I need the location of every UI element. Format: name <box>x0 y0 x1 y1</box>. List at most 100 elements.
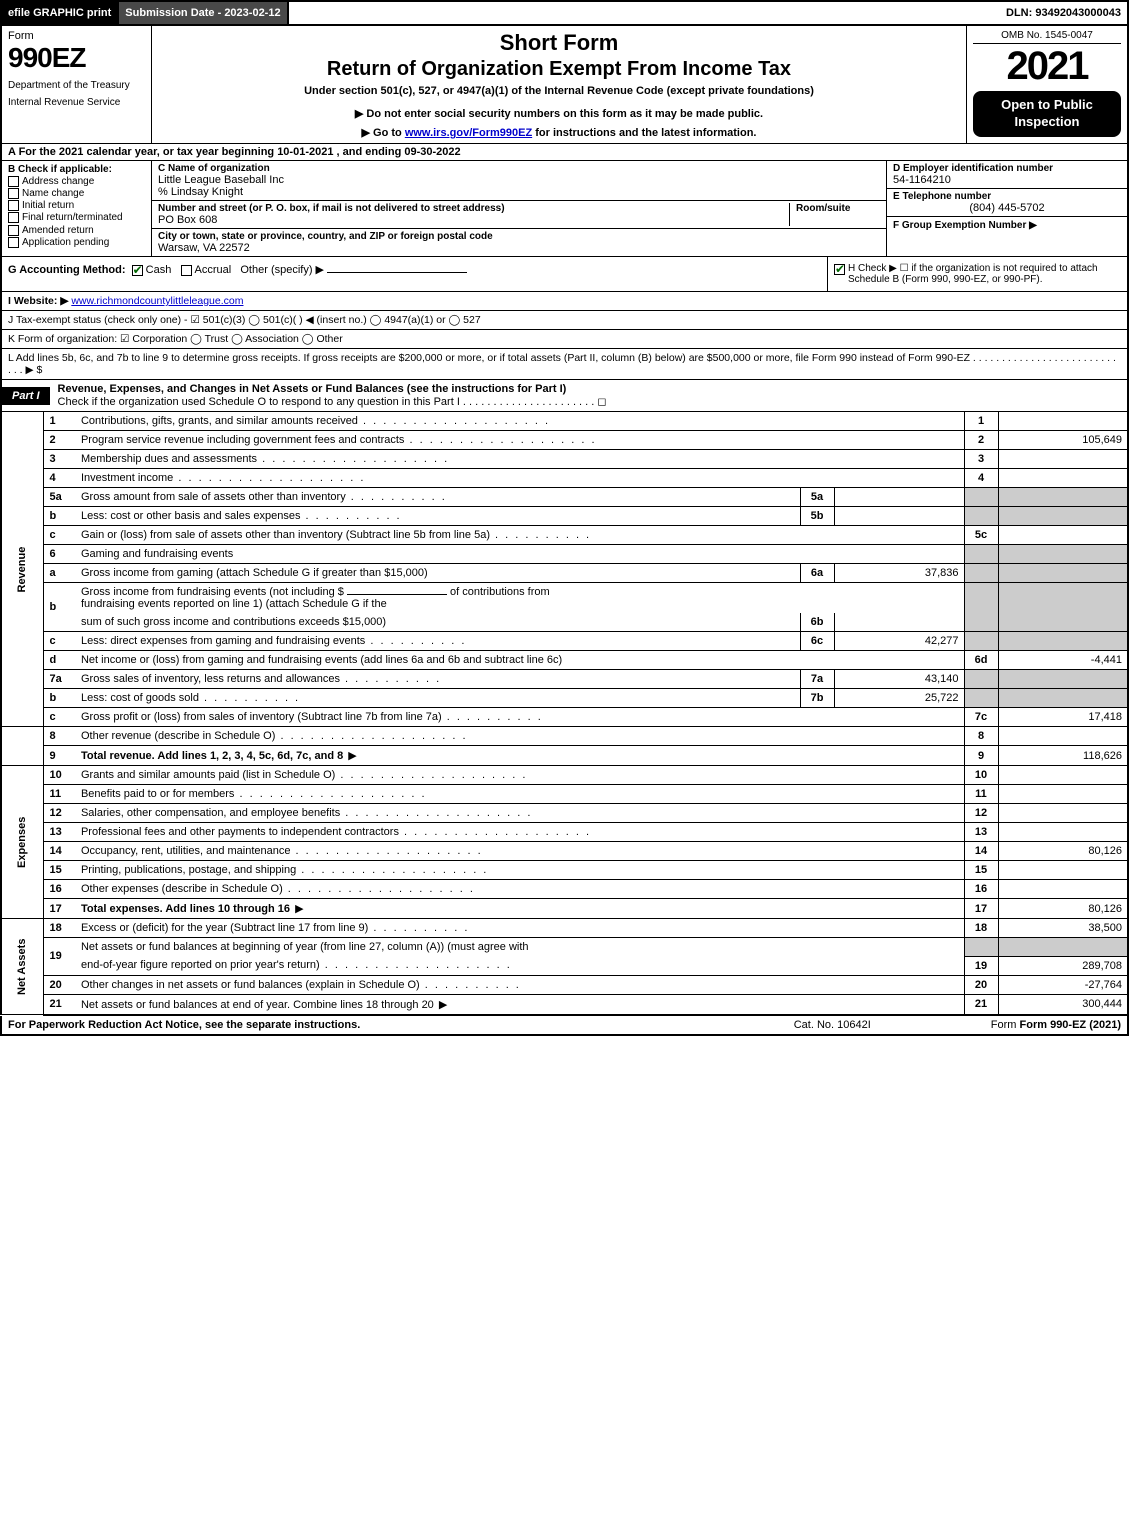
part-i-title-text: Revenue, Expenses, and Changes in Net As… <box>58 383 567 395</box>
room-label: Room/suite <box>796 203 850 214</box>
form-word: Form <box>8 30 145 42</box>
opt-initial-return[interactable]: Initial return <box>8 200 145 211</box>
ein-label: D Employer identification number <box>893 163 1121 174</box>
l6c-num: c <box>44 632 76 651</box>
part-i-tag: Part I <box>2 387 50 405</box>
l5c-num: c <box>44 526 76 545</box>
other-specify-line[interactable] <box>327 272 467 273</box>
schedule-b-checkbox[interactable] <box>834 264 845 275</box>
section-d: D Employer identification number 54-1164… <box>887 161 1127 189</box>
l14-desc: Occupancy, rent, utilities, and maintena… <box>76 842 964 861</box>
l6b-desc4: sum of such gross income and contributio… <box>76 613 800 632</box>
l7b-grey2 <box>998 689 1128 708</box>
l6b-sn: 6b <box>800 613 834 632</box>
l12-ln: 12 <box>964 804 998 823</box>
do-not-enter: ▶ Do not enter social security numbers o… <box>160 107 958 120</box>
l6b-desc1: Gross income from fundraising events (no… <box>76 583 964 614</box>
city-value: Warsaw, VA 22572 <box>158 242 880 254</box>
opt-amended-return[interactable]: Amended return <box>8 225 145 236</box>
l6a-desc: Gross income from gaming (attach Schedul… <box>76 564 800 583</box>
l7a-sv: 43,140 <box>834 670 964 689</box>
l19-ln: 19 <box>964 956 998 975</box>
l7a-sn: 7a <box>800 670 834 689</box>
goto-post: for instructions and the latest informat… <box>532 127 756 139</box>
goto-link[interactable]: www.irs.gov/Form990EZ <box>405 127 532 139</box>
row-a-tax-year: A For the 2021 calendar year, or tax yea… <box>0 144 1129 161</box>
l5b-sv <box>834 507 964 526</box>
row-j-tax-exempt: J Tax-exempt status (check only one) - ☑… <box>0 311 1129 330</box>
website-link[interactable]: www.richmondcountylittleleague.com <box>71 295 243 307</box>
l5c-ln: 5c <box>964 526 998 545</box>
l15-val <box>998 861 1128 880</box>
l6a-grey <box>964 564 998 583</box>
under-section: Under section 501(c), 527, or 4947(a)(1)… <box>160 85 958 97</box>
omb-number: OMB No. 1545-0047 <box>973 30 1121 44</box>
l9-num: 9 <box>44 746 76 766</box>
city-block: City or town, state or province, country… <box>152 229 886 256</box>
opt-name-change[interactable]: Name change <box>8 188 145 199</box>
l5c-val <box>998 526 1128 545</box>
other-label: Other (specify) ▶ <box>240 264 324 276</box>
l1-val <box>998 412 1128 431</box>
room-suite: Room/suite <box>790 203 880 226</box>
revenue-table: Revenue 1 Contributions, gifts, grants, … <box>0 412 1129 1016</box>
accrual-label: Accrual <box>195 264 232 276</box>
opt-address-change[interactable]: Address change <box>8 176 145 187</box>
org-name-label: C Name of organization <box>158 163 880 174</box>
part-i-title: Revenue, Expenses, and Changes in Net As… <box>58 380 1127 411</box>
open-to-public: Open to Public Inspection <box>973 91 1121 137</box>
l9-desc: Total revenue. Add lines 1, 2, 3, 4, 5c,… <box>76 746 964 766</box>
submission-date: Submission Date - 2023-02-12 <box>119 2 288 24</box>
cash-checkbox[interactable] <box>132 265 143 276</box>
l7a-desc: Gross sales of inventory, less returns a… <box>76 670 800 689</box>
l19-val: 289,708 <box>998 956 1128 975</box>
l13-val <box>998 823 1128 842</box>
website-label: I Website: ▶ <box>8 295 68 307</box>
l19-num: 19 <box>44 938 76 976</box>
l6d-val: -4,441 <box>998 651 1128 670</box>
l16-desc: Other expenses (describe in Schedule O) <box>76 880 964 899</box>
l5b-sn: 5b <box>800 507 834 526</box>
section-b-label: B Check if applicable: <box>8 164 145 175</box>
l6b-sv <box>834 613 964 632</box>
l5a-num: 5a <box>44 488 76 507</box>
l6d-ln: 6d <box>964 651 998 670</box>
opt-final-return[interactable]: Final return/terminated <box>8 212 145 223</box>
l19-desc2: end-of-year figure reported on prior yea… <box>76 956 964 975</box>
l5a-desc: Gross amount from sale of assets other t… <box>76 488 800 507</box>
opt-application-pending[interactable]: Application pending <box>8 237 145 248</box>
group-exemption-label: F Group Exemption Number ▶ <box>893 220 1037 231</box>
l7c-desc: Gross profit or (loss) from sales of inv… <box>76 708 964 727</box>
l6b-blank[interactable] <box>347 594 447 595</box>
row-g-h: G Accounting Method: Cash Accrual Other … <box>0 257 1129 292</box>
accrual-checkbox[interactable] <box>181 265 192 276</box>
l6d-desc: Net income or (loss) from gaming and fun… <box>76 651 964 670</box>
goto-line: ▶ Go to www.irs.gov/Form990EZ for instru… <box>160 126 958 139</box>
l7a-grey <box>964 670 998 689</box>
phone-value: (804) 445-5702 <box>893 202 1121 214</box>
dln-label: DLN: 93492043000043 <box>1000 2 1127 24</box>
l6-grey <box>964 545 998 564</box>
section-h-text: H Check ▶ ☐ if the organization is not r… <box>848 263 1098 285</box>
l5b-desc: Less: cost or other basis and sales expe… <box>76 507 800 526</box>
dept-treasury: Department of the Treasury <box>8 80 145 91</box>
address-block: Number and street (or P. O. box, if mail… <box>152 201 886 229</box>
l20-ln: 20 <box>964 975 998 994</box>
l7c-num: c <box>44 708 76 727</box>
revenue-vlabel: Revenue <box>1 412 44 727</box>
l5c-desc: Gain or (loss) from sale of assets other… <box>76 526 964 545</box>
l20-val: -27,764 <box>998 975 1128 994</box>
l6c-sn: 6c <box>800 632 834 651</box>
l20-desc: Other changes in net assets or fund bala… <box>76 975 964 994</box>
l3-ln: 3 <box>964 450 998 469</box>
header-center: Short Form Return of Organization Exempt… <box>152 26 967 143</box>
l21-val: 300,444 <box>998 994 1128 1015</box>
section-g: G Accounting Method: Cash Accrual Other … <box>2 257 827 291</box>
l14-ln: 14 <box>964 842 998 861</box>
part-i-check-line: Check if the organization used Schedule … <box>58 396 607 408</box>
l15-ln: 15 <box>964 861 998 880</box>
address-label: Number and street (or P. O. box, if mail… <box>158 203 783 214</box>
l7a-grey2 <box>998 670 1128 689</box>
ein-value: 54-1164210 <box>893 174 1121 186</box>
l13-ln: 13 <box>964 823 998 842</box>
